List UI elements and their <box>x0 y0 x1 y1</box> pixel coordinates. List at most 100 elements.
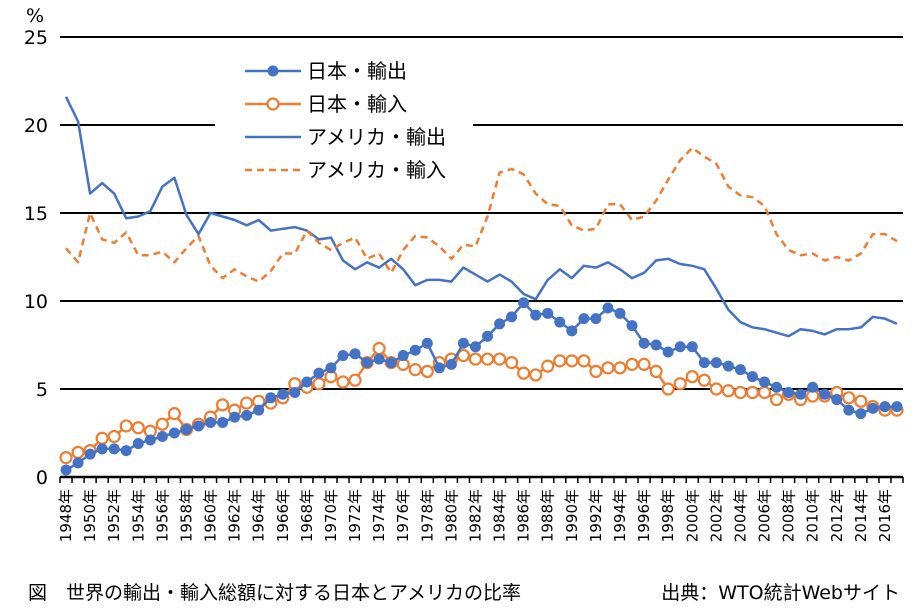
x-tick-label: 1962年 <box>226 489 244 542</box>
data-point <box>301 376 313 388</box>
data-point <box>397 350 409 362</box>
data-point <box>325 362 337 374</box>
legend-marker <box>267 65 279 77</box>
source-note: 出典：WTO統計Webサイト <box>661 582 900 604</box>
x-tick-label: 1972年 <box>346 489 364 542</box>
legend-label: 日本・輸出 <box>307 59 407 83</box>
x-tick-label: 2002年 <box>707 489 725 542</box>
x-axis: 1948年 1950年 1952年 1954年 1956年 1958年 1960年 1962年… <box>57 475 904 542</box>
y-axis: % 0 5 10 15 20 25 <box>24 5 48 489</box>
data-point <box>480 352 495 366</box>
data-point <box>734 364 746 376</box>
legend-item: アメリカ・輸入 <box>245 158 446 182</box>
series-1 <box>59 341 904 465</box>
data-point <box>867 402 879 414</box>
x-tick-label: 1974年 <box>370 489 388 542</box>
x-tick-label: 2004年 <box>731 489 749 542</box>
data-point <box>421 337 433 349</box>
y-tick-label: 15 <box>24 203 48 225</box>
data-point <box>361 357 373 369</box>
data-point <box>420 364 434 378</box>
x-tick-label: 2000年 <box>683 489 701 542</box>
data-point <box>819 388 831 400</box>
data-point <box>60 464 72 476</box>
data-point <box>891 401 903 413</box>
data-point <box>759 376 771 388</box>
data-point <box>468 352 483 366</box>
data-point <box>674 341 686 353</box>
x-tick-label: 1984年 <box>491 489 509 542</box>
legend-background <box>215 52 473 192</box>
data-point <box>71 445 85 459</box>
x-tick-label: 1980年 <box>442 489 460 542</box>
data-point <box>482 330 494 342</box>
data-point <box>372 341 386 356</box>
data-point <box>132 438 144 450</box>
data-point <box>757 385 772 400</box>
data-point <box>722 360 734 372</box>
data-point <box>469 341 481 353</box>
data-point <box>697 373 711 387</box>
data-point <box>96 443 108 455</box>
data-point <box>843 404 855 416</box>
data-point <box>589 364 603 378</box>
x-tick-label: 1966年 <box>274 489 292 542</box>
x-tick-label: 1994年 <box>611 489 629 542</box>
data-point <box>625 357 639 371</box>
data-point <box>518 297 530 309</box>
y-tick-label: 0 <box>36 467 48 489</box>
data-point <box>84 448 96 460</box>
y-tick-label: 10 <box>24 291 48 313</box>
data-point <box>385 357 397 369</box>
x-tick-label: 1988年 <box>539 489 557 542</box>
x-tick-label: 1956年 <box>153 489 171 542</box>
legend-marker <box>266 97 280 111</box>
x-tick-label: 1978年 <box>418 489 436 542</box>
series-line <box>65 146 898 283</box>
data-point <box>349 348 361 360</box>
data-point <box>565 354 579 368</box>
data-point <box>613 361 627 375</box>
data-point <box>120 445 132 457</box>
data-point <box>265 392 277 404</box>
data-point <box>337 350 349 362</box>
data-point <box>721 384 735 398</box>
data-point <box>637 357 651 371</box>
x-tick-label: 2016年 <box>876 489 894 542</box>
data-point <box>554 316 566 328</box>
data-point <box>614 307 626 319</box>
data-point <box>457 337 469 349</box>
data-point <box>733 385 748 400</box>
data-point <box>710 357 722 369</box>
x-tick-label: 1992年 <box>587 489 605 542</box>
data-point <box>842 391 856 405</box>
data-point <box>119 419 133 433</box>
series-0 <box>60 297 903 476</box>
data-point <box>661 382 675 396</box>
series-layer <box>59 96 904 476</box>
x-tick-label: 1986年 <box>515 489 533 542</box>
data-point <box>59 451 73 465</box>
data-point <box>180 423 192 435</box>
x-tick-label: 1950年 <box>81 489 99 542</box>
x-tick-label: 2006年 <box>756 489 774 542</box>
x-tick-label: 1970年 <box>322 489 340 542</box>
data-point <box>95 431 109 445</box>
x-tick-label: 2012年 <box>828 489 846 542</box>
data-point <box>205 416 217 428</box>
legend-label: アメリカ・輸出 <box>307 125 446 149</box>
x-tick-label: 1954年 <box>129 489 147 542</box>
data-point <box>529 368 543 382</box>
data-point <box>155 417 169 431</box>
data-point <box>167 407 182 421</box>
legend-item: アメリカ・輸出 <box>245 125 446 149</box>
x-tick-label: 1968年 <box>298 489 316 542</box>
data-point <box>709 382 723 396</box>
data-point <box>217 416 229 428</box>
data-point <box>253 404 265 416</box>
data-point <box>192 420 204 432</box>
series-line <box>65 301 897 472</box>
legend-item: 日本・輸出 <box>245 59 407 83</box>
